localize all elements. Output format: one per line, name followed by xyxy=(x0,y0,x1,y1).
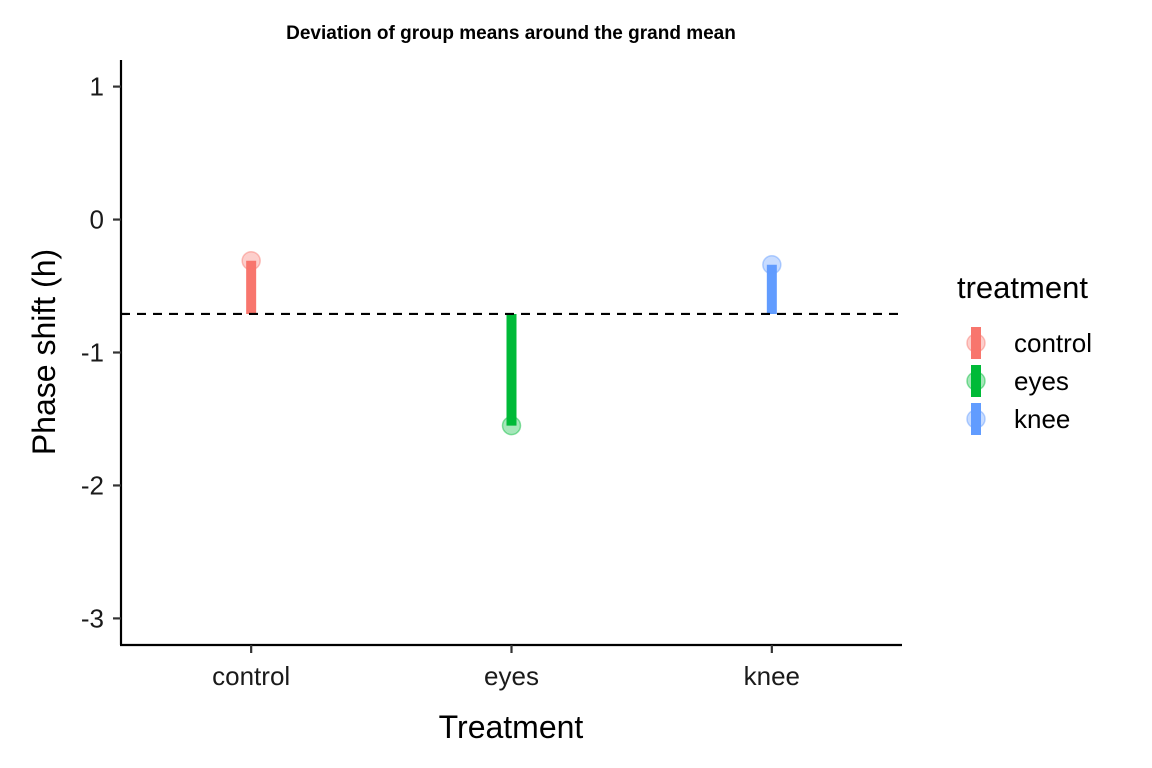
y-tick-label: -2 xyxy=(81,470,104,500)
legend-label-eyes: eyes xyxy=(1014,366,1069,396)
y-tick-label: -3 xyxy=(81,603,104,633)
x-tick-label: control xyxy=(212,661,290,691)
group-mean-point-eyes xyxy=(501,415,522,436)
y-tick-label: -1 xyxy=(81,338,104,368)
legend-title: treatment xyxy=(957,270,1088,305)
y-tick-label: 0 xyxy=(90,205,104,235)
group-mean-point-knee xyxy=(762,255,782,275)
plot-area xyxy=(121,251,902,436)
legend: treatment control eyes knee xyxy=(957,270,1092,435)
legend-label-control: control xyxy=(1014,328,1092,358)
chart-title: Deviation of group means around the gran… xyxy=(286,23,736,44)
x-tick-label: eyes xyxy=(484,661,539,691)
y-axis-title: Phase shift (h) xyxy=(26,249,62,455)
legend-label-knee: knee xyxy=(1014,404,1070,434)
y-tick-label: 1 xyxy=(90,72,104,102)
x-axis-ticks: control eyes knee xyxy=(212,645,800,691)
x-axis-title: Treatment xyxy=(439,709,584,745)
group-mean-point-control xyxy=(241,251,261,271)
y-axis-ticks: 1 0 -1 -2 -3 xyxy=(81,72,121,633)
x-tick-label: knee xyxy=(744,661,800,691)
